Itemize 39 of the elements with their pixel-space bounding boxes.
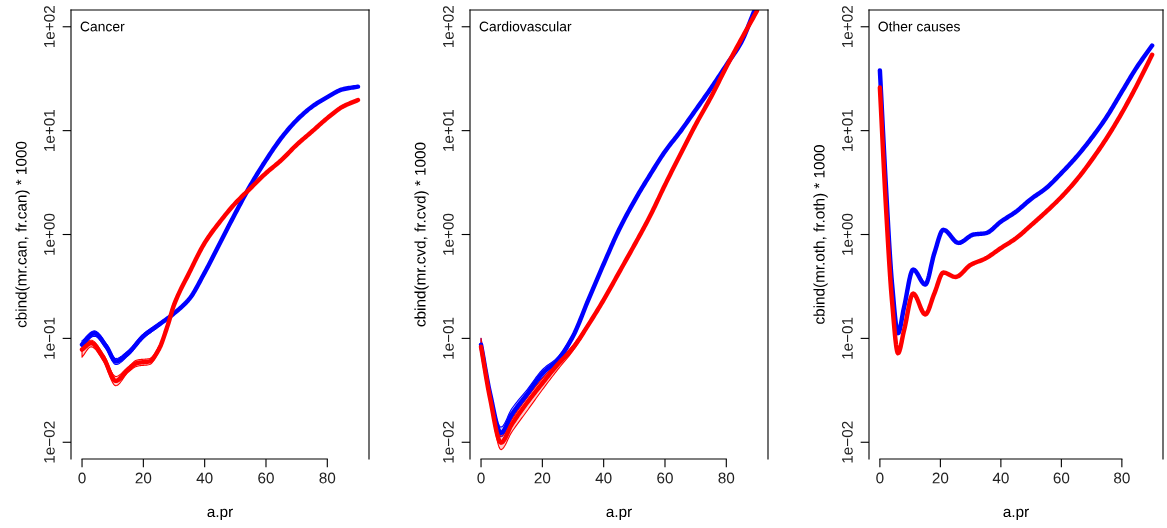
- y-tick-label: 1e−01: [841, 317, 853, 359]
- y-tick-label: 1e+00: [43, 213, 55, 255]
- y-axis-title: cbind(mr.can, fr.can) * 1000: [15, 141, 30, 328]
- y-tick-label: 1e−02: [442, 421, 454, 463]
- x-tick-label: 80: [1114, 472, 1130, 484]
- y-tick-label: 1e−01: [43, 317, 55, 359]
- y-tick-label: 1e−02: [43, 421, 55, 463]
- x-tick-label: 80: [319, 472, 336, 484]
- y-axis-title: cbind(mr.cvd, fr.cvd) * 1000: [414, 142, 429, 327]
- y-tick-label: 1e+02: [442, 6, 454, 48]
- x-tick-label: 20: [932, 472, 949, 484]
- y-tick-label: 1e−02: [841, 421, 853, 463]
- x-tick-label: 0: [876, 472, 884, 484]
- annotation: Cardiovascular: [479, 21, 572, 32]
- x-tick-label: 40: [595, 472, 612, 484]
- x-tick-label: 60: [1053, 472, 1070, 484]
- x-tick-label: 20: [534, 472, 551, 484]
- x-tick-label: 40: [196, 472, 213, 484]
- x-tick-label: 60: [258, 472, 274, 484]
- x-tick-label: 80: [718, 472, 735, 484]
- x-tick-label: 0: [78, 472, 86, 484]
- y-tick-label: 1e−01: [442, 317, 454, 359]
- x-axis-title: a.pr: [1003, 508, 1029, 521]
- y-tick-label: 1e+01: [43, 109, 55, 151]
- y-tick-label: 1e+02: [43, 6, 55, 48]
- x-tick-label: 0: [477, 472, 485, 484]
- y-tick-label: 1e+01: [841, 109, 853, 151]
- y-tick-label: 1e+01: [442, 109, 454, 151]
- annotation: Other causes: [878, 21, 960, 32]
- y-axis-title: cbind(mr.oth, fr.oth) * 1000: [813, 145, 828, 324]
- y-tick-label: 1e+00: [841, 213, 853, 255]
- y-tick-label: 1e+00: [442, 213, 454, 255]
- annotation: Cancer: [80, 21, 125, 32]
- y-tick-label: 1e+02: [841, 6, 853, 48]
- x-tick-label: 20: [135, 472, 152, 484]
- x-axis-title: a.pr: [207, 508, 233, 521]
- x-axis-title: a.pr: [606, 508, 632, 521]
- x-tick-label: 40: [992, 472, 1009, 484]
- x-tick-label: 60: [657, 472, 673, 484]
